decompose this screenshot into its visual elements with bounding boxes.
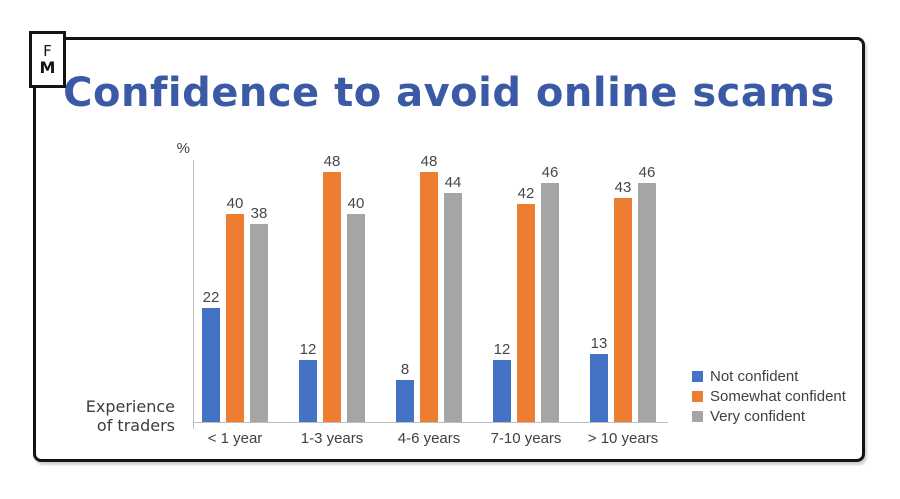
bar-with-label: 40 bbox=[226, 195, 244, 422]
bar-with-label: 44 bbox=[444, 174, 462, 422]
plot-area: 22 40 38 12 48 40 8 48 44 12 42 46 13 43 46 bbox=[193, 153, 668, 422]
bar bbox=[638, 183, 656, 422]
y-axis-line bbox=[193, 160, 194, 429]
bar-value-label: 40 bbox=[226, 194, 244, 212]
bar-value-label: 38 bbox=[250, 204, 268, 222]
bar bbox=[202, 308, 220, 422]
bar-value-label: 12 bbox=[299, 340, 317, 358]
bar bbox=[226, 214, 244, 422]
bar-value-label: 48 bbox=[420, 152, 438, 170]
bar bbox=[614, 198, 632, 422]
bar-value-label: 8 bbox=[400, 360, 410, 378]
bar bbox=[299, 360, 317, 422]
legend-label: Not confident bbox=[710, 367, 799, 385]
bar-value-label: 43 bbox=[614, 178, 632, 196]
category-label: 4-6 years bbox=[397, 430, 461, 447]
bar-group: 12 48 40 bbox=[299, 153, 365, 422]
bar-with-label: 22 bbox=[202, 289, 220, 422]
legend-item: Somewhat confident bbox=[692, 386, 846, 406]
x-axis-title-line2: of traders bbox=[96, 416, 175, 435]
bar bbox=[493, 360, 511, 422]
bar-with-label: 42 bbox=[517, 185, 535, 422]
bar bbox=[347, 214, 365, 422]
bar-with-label: 8 bbox=[396, 361, 414, 422]
bar-with-label: 48 bbox=[323, 153, 341, 422]
bar-with-label: 43 bbox=[614, 179, 632, 422]
bar-with-label: 12 bbox=[299, 341, 317, 422]
bar-with-label: 48 bbox=[420, 153, 438, 422]
bar bbox=[250, 224, 268, 422]
logo-letter-m: M bbox=[39, 57, 56, 77]
bar bbox=[590, 354, 608, 422]
bar bbox=[517, 204, 535, 422]
legend-label: Somewhat confident bbox=[710, 387, 846, 405]
x-axis-line bbox=[193, 422, 668, 423]
bar-with-label: 12 bbox=[493, 341, 511, 422]
bar-group: 12 42 46 bbox=[493, 164, 559, 422]
bar-value-label: 44 bbox=[444, 173, 462, 191]
x-axis-title: Experience of traders bbox=[40, 397, 175, 435]
fm-logo: F M bbox=[29, 31, 66, 88]
category-label: 7-10 years bbox=[490, 430, 562, 447]
bar-group: 13 43 46 bbox=[590, 164, 656, 422]
bar bbox=[396, 380, 414, 422]
bar-value-label: 46 bbox=[638, 163, 656, 181]
bar-with-label: 13 bbox=[590, 335, 608, 422]
bar-group: 22 40 38 bbox=[202, 195, 268, 422]
legend: Not confident Somewhat confident Very conf… bbox=[692, 366, 846, 426]
bar-value-label: 22 bbox=[202, 288, 220, 306]
legend-label: Very confident bbox=[710, 407, 806, 425]
category-label: < 1 year bbox=[207, 430, 263, 447]
category-label: 1-3 years bbox=[300, 430, 364, 447]
bar-value-label: 13 bbox=[590, 334, 608, 352]
bar bbox=[444, 193, 462, 422]
legend-swatch bbox=[692, 410, 703, 422]
bar bbox=[420, 172, 438, 422]
legend-swatch bbox=[692, 370, 703, 382]
legend-swatch bbox=[692, 390, 703, 402]
bar-with-label: 46 bbox=[638, 164, 656, 422]
bar bbox=[323, 172, 341, 422]
legend-item: Very confident bbox=[692, 406, 846, 426]
bar-value-label: 42 bbox=[517, 184, 535, 202]
category-label: > 10 years bbox=[587, 430, 659, 447]
bar bbox=[541, 183, 559, 422]
bar-value-label: 12 bbox=[493, 340, 511, 358]
bar-with-label: 40 bbox=[347, 195, 365, 422]
x-axis-title-line1: Experience bbox=[85, 397, 175, 416]
bar-with-label: 46 bbox=[541, 164, 559, 422]
bar-value-label: 46 bbox=[541, 163, 559, 181]
category-axis-labels: < 1 year 1-3 years 4-6 years 7-10 years > 10… bbox=[0, 430, 900, 452]
bar-group: 8 48 44 bbox=[396, 153, 462, 422]
chart-title: Confidence to avoid online scams bbox=[63, 70, 835, 116]
bar-value-label: 40 bbox=[347, 194, 365, 212]
legend-item: Not confident bbox=[692, 366, 846, 386]
bar-with-label: 38 bbox=[250, 205, 268, 422]
bar-value-label: 48 bbox=[323, 152, 341, 170]
y-axis-unit-label: % bbox=[176, 140, 190, 157]
logo-letter-f: F bbox=[43, 41, 52, 60]
